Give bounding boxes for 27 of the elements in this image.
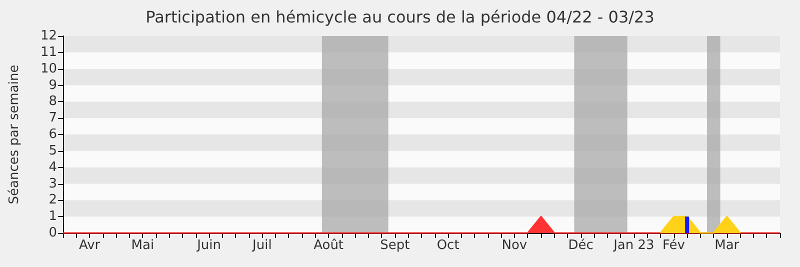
y-tick-label: 5 xyxy=(48,143,57,158)
x-tick-label: Nov xyxy=(502,238,528,253)
y-tick-label: 4 xyxy=(48,160,57,175)
y-axis-title: Séances par semaine xyxy=(7,64,22,204)
x-tick-label: Fév xyxy=(662,238,686,253)
y-tick-label: 7 xyxy=(48,110,57,126)
y-tick-label: 1 xyxy=(48,209,57,224)
y-tick-label: 2 xyxy=(48,192,57,208)
x-tick-label: Sept xyxy=(380,238,410,253)
y-tick-label: 0 xyxy=(48,226,57,240)
x-tick-label: Jan 23 xyxy=(612,238,654,253)
x-tick-label: Avr xyxy=(78,238,101,253)
x-tick-label: Déc xyxy=(568,238,594,253)
y-tick-label: 12 xyxy=(40,28,57,44)
x-tick-label: Mar xyxy=(714,238,740,253)
y-tick-label: 3 xyxy=(48,176,57,192)
x-tick-label: Mai xyxy=(131,238,154,253)
chart-title: Participation en hémicycle au cours de la période 04/22 - 03/23 xyxy=(146,8,654,26)
y-tick-label: 10 xyxy=(40,61,57,76)
x-tick-label: Juin xyxy=(196,238,222,253)
y-tick-label: 9 xyxy=(48,78,57,93)
x-tick-label: Juil xyxy=(252,238,272,253)
y-tick-label: 11 xyxy=(40,44,57,60)
x-tick-label: Août xyxy=(314,238,344,253)
y-tick-label: 8 xyxy=(48,94,57,110)
y-tick-label: 6 xyxy=(48,127,57,142)
x-tick-label: Oct xyxy=(436,238,460,253)
